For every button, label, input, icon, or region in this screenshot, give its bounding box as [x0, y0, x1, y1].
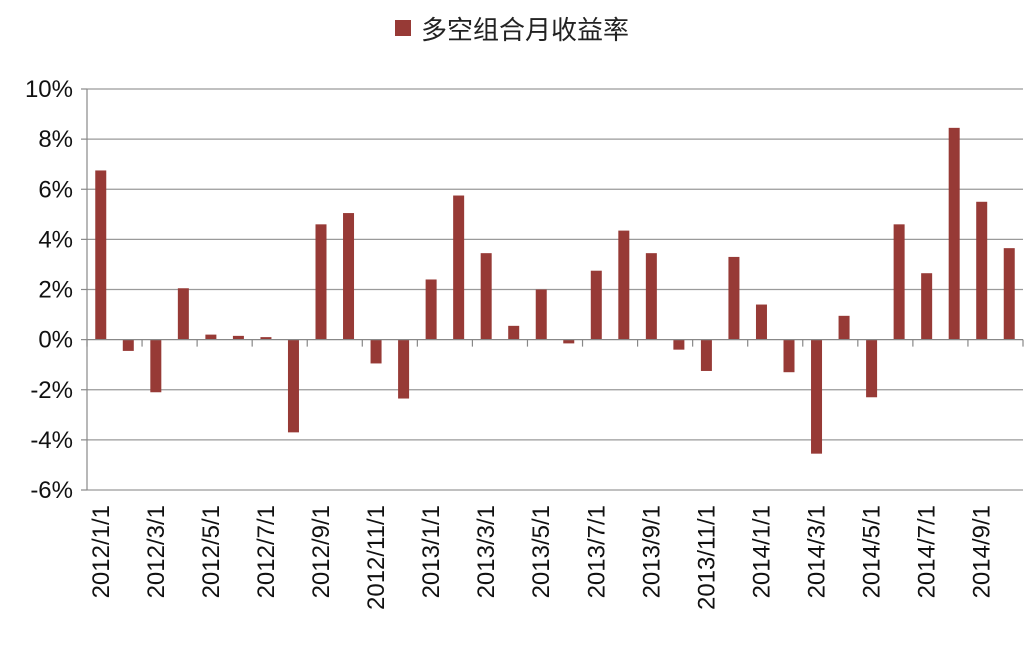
- bar: [976, 201, 988, 340]
- bar: [948, 127, 960, 340]
- y-tick-label: 4%: [38, 226, 73, 253]
- x-tick-label: 2013/1/1: [418, 505, 445, 598]
- bar: [755, 304, 767, 340]
- bar: [177, 288, 189, 340]
- bar: [260, 337, 272, 340]
- bar: [453, 195, 465, 340]
- bar: [893, 224, 905, 340]
- x-tick-label: 2012/11/1: [363, 505, 390, 610]
- y-tick-label: 0%: [38, 327, 73, 354]
- bar: [370, 339, 382, 364]
- x-tick-label: 2014/7/1: [914, 505, 941, 598]
- x-tick-label: 2013/3/1: [473, 505, 500, 598]
- bar: [563, 339, 575, 344]
- x-tick-label: 2014/5/1: [859, 505, 886, 598]
- legend-swatch: [395, 20, 411, 36]
- bar: [673, 339, 685, 350]
- bar: [343, 213, 355, 340]
- bar: [618, 230, 630, 340]
- bar: [232, 335, 244, 340]
- x-tick-labels: 2012/1/1 2012/3/1 2012/5/1 2012/7/1 2012/9/1…: [88, 505, 996, 610]
- bar: [122, 339, 134, 351]
- y-tick-label: -2%: [30, 377, 73, 404]
- bar: [95, 170, 107, 340]
- x-tick-label: 2013/11/1: [693, 505, 720, 610]
- x-tick-label: 2014/9/1: [969, 505, 996, 598]
- bar: [921, 273, 933, 340]
- bar: [205, 334, 217, 340]
- gridlines: [81, 88, 1023, 491]
- bar: [700, 339, 712, 371]
- bar: [287, 339, 299, 433]
- y-tick-label: 2%: [38, 277, 73, 304]
- bars: [95, 127, 1015, 454]
- x-tick-label: 2012/9/1: [308, 505, 335, 598]
- bar: [315, 224, 327, 340]
- bar: [508, 325, 520, 340]
- bar: [1003, 248, 1015, 340]
- bar: [811, 339, 823, 454]
- axes: [86, 89, 1024, 490]
- y-tick-label: 10%: [25, 76, 73, 103]
- y-tick-label: -6%: [30, 477, 73, 504]
- x-tick-label: 2012/1/1: [88, 505, 115, 598]
- bar: [480, 253, 492, 340]
- y-tick-label: -4%: [30, 427, 73, 454]
- x-tick-label: 2012/3/1: [143, 505, 170, 598]
- bar: [425, 279, 437, 340]
- bar: [535, 289, 547, 340]
- bar: [645, 253, 657, 340]
- x-tick-label: 2013/5/1: [528, 505, 555, 598]
- x-tick-label: 2014/1/1: [748, 505, 775, 598]
- x-tick-label: 2012/5/1: [198, 505, 225, 598]
- bar: [866, 339, 878, 398]
- x-tick-label: 2013/7/1: [583, 505, 610, 598]
- bar: [783, 339, 795, 373]
- legend: 多空组合月收益率: [395, 8, 629, 48]
- bar: [838, 315, 850, 340]
- bar: [590, 270, 602, 340]
- bar: [728, 256, 740, 340]
- bar: [398, 339, 410, 399]
- y-tick-label: 6%: [38, 176, 73, 203]
- y-tick-label: 8%: [38, 126, 73, 153]
- legend-label: 多空组合月收益率: [421, 15, 630, 46]
- x-tick-label: 2014/3/1: [804, 505, 831, 598]
- x-tick-label: 2012/7/1: [253, 505, 280, 598]
- y-tick-labels: -6% -4% -2% 0% 2% 4% 6% 8% 10%: [25, 76, 73, 504]
- x-tick-label: 2013/9/1: [638, 505, 665, 598]
- bar: [150, 339, 162, 393]
